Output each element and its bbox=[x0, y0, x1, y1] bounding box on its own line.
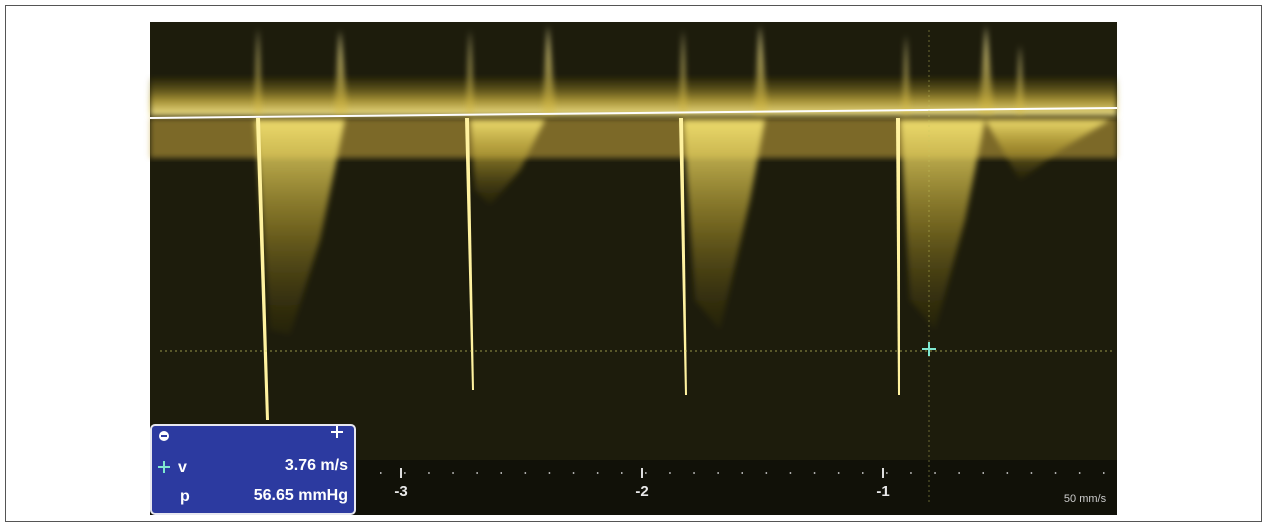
collapse-icon-bar bbox=[161, 435, 167, 437]
time-label: -2 bbox=[635, 483, 648, 500]
flow-envelopes bbox=[255, 120, 1110, 335]
sweep-speed: 50 mm/s bbox=[1064, 493, 1107, 505]
measure-value: 56.65 mmHg bbox=[254, 487, 348, 504]
measure-label: v bbox=[178, 459, 187, 476]
measure-value: 3.76 m/s bbox=[285, 457, 348, 474]
cursor-marker bbox=[922, 342, 936, 356]
frame-border bbox=[5, 5, 1262, 522]
time-label: -1 bbox=[876, 483, 889, 500]
valve-click-spikes bbox=[256, 118, 900, 420]
time-label: -3 bbox=[394, 483, 407, 500]
upper-spikes bbox=[254, 25, 1024, 115]
row-marker bbox=[158, 461, 170, 473]
panel-box bbox=[150, 424, 356, 515]
baseline bbox=[149, 107, 1118, 119]
measurement-panel: v 3.76 m/s p 56.65 mmHg bbox=[150, 424, 356, 515]
measure-label: p bbox=[180, 488, 190, 505]
move-icon[interactable] bbox=[331, 426, 343, 438]
major-ticks bbox=[400, 468, 884, 478]
